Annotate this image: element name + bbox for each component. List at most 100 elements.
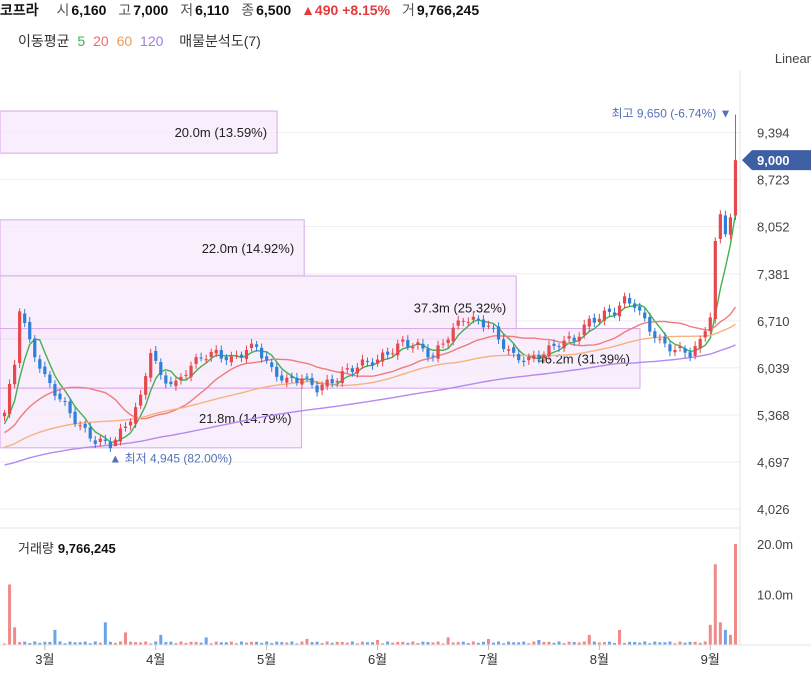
candle: [234, 350, 239, 359]
volume-bar: [456, 642, 460, 645]
candle: [633, 299, 637, 313]
y-tick-label: 9,394: [757, 126, 790, 141]
candle: [708, 312, 712, 335]
volume-bar: [396, 641, 400, 645]
candle-body: [567, 336, 571, 339]
volume-bar: [381, 643, 385, 645]
candle: [360, 354, 365, 369]
candle-body: [270, 362, 274, 368]
candle: [280, 370, 284, 384]
volume-bar: [421, 641, 425, 645]
candle: [728, 213, 733, 240]
candle-body: [345, 368, 349, 370]
volume-bar: [189, 641, 193, 645]
candle: [602, 306, 607, 326]
candle: [713, 237, 717, 324]
candle: [118, 423, 123, 446]
volume-tick-label: 10.0m: [757, 588, 793, 603]
candle: [224, 354, 228, 366]
volume-bar: [592, 641, 596, 645]
volume-bar: [668, 641, 672, 645]
candle-body: [184, 374, 188, 376]
candle-body: [335, 380, 339, 383]
candle: [370, 358, 375, 370]
candle-body: [577, 336, 581, 342]
candle: [209, 348, 213, 363]
candle: [456, 315, 460, 330]
candle: [698, 335, 702, 354]
candle-body: [381, 352, 385, 362]
candle: [113, 436, 118, 447]
y-tick-label: 6,710: [757, 314, 790, 329]
volume-bar: [179, 641, 183, 645]
volume-bar: [129, 641, 133, 645]
volume-profile-label: 22.0m (14.92%): [202, 241, 295, 256]
volume-bar: [612, 643, 616, 645]
ma20-label: 20: [93, 33, 109, 49]
candle-body: [174, 380, 178, 387]
candle: [38, 354, 42, 373]
candle: [678, 341, 682, 352]
volume-bar: [244, 642, 248, 645]
volume-bar: [275, 641, 279, 645]
candle: [592, 313, 596, 328]
candle-body: [265, 356, 269, 361]
volume-bar: [113, 642, 117, 645]
candle: [416, 338, 420, 350]
candle: [537, 350, 541, 364]
volume-profile-bar: [0, 110, 278, 154]
candle-body: [592, 317, 596, 323]
volume-profile-label: 20.0m (13.59%): [175, 125, 268, 140]
volume-bar: [502, 643, 506, 645]
volume-bar: [43, 641, 47, 645]
scale-toggle[interactable]: Linear: [774, 51, 811, 66]
candle: [658, 334, 662, 344]
volume-bar: [214, 641, 218, 645]
y-tick-label: 5,368: [757, 408, 790, 423]
volume-bar: [63, 643, 67, 645]
y-tick-label: 4,026: [757, 502, 790, 517]
candle-body: [486, 325, 491, 327]
volume-bar: [83, 641, 87, 645]
candle: [396, 339, 400, 360]
candle: [522, 356, 526, 367]
candle: [139, 389, 143, 410]
volume-bar: [33, 641, 37, 645]
y-tick-label: 7,381: [757, 267, 790, 282]
candle-body: [219, 350, 223, 359]
candle-body: [38, 359, 42, 369]
volume-bar: [280, 642, 284, 645]
volume-bar: [350, 641, 354, 645]
candle: [53, 380, 57, 401]
volume-bar: [517, 642, 521, 645]
volume-bar: [431, 642, 435, 645]
candle-body: [537, 354, 541, 360]
candle-body: [391, 353, 395, 355]
candle: [340, 366, 344, 387]
volume-bar: [139, 642, 143, 645]
open-value: 6,160: [71, 2, 107, 18]
indicator-legend[interactable]: 이동평균 5 20 60 120 매물분석도(7): [18, 31, 265, 51]
volume-bar: [38, 642, 42, 645]
candle-body: [254, 344, 259, 347]
volume-bar: [285, 642, 289, 645]
candle-body: [658, 338, 662, 340]
volume-bar: [728, 634, 732, 645]
x-tick-label: 5월: [257, 652, 276, 667]
candle-body: [401, 339, 405, 342]
candle: [587, 315, 591, 332]
volume-bar: [224, 642, 228, 645]
candle-body: [607, 308, 612, 312]
candle: [466, 317, 470, 326]
candle: [718, 210, 722, 244]
candle: [249, 338, 254, 352]
candle-body: [310, 377, 314, 385]
volume-bar: [199, 642, 203, 645]
candle-body: [305, 376, 309, 378]
candle-body: [512, 347, 516, 353]
volume-label: 거: [401, 2, 415, 18]
volume-bar: [698, 642, 702, 645]
volume-bar: [542, 641, 546, 645]
candle-body: [643, 312, 647, 319]
